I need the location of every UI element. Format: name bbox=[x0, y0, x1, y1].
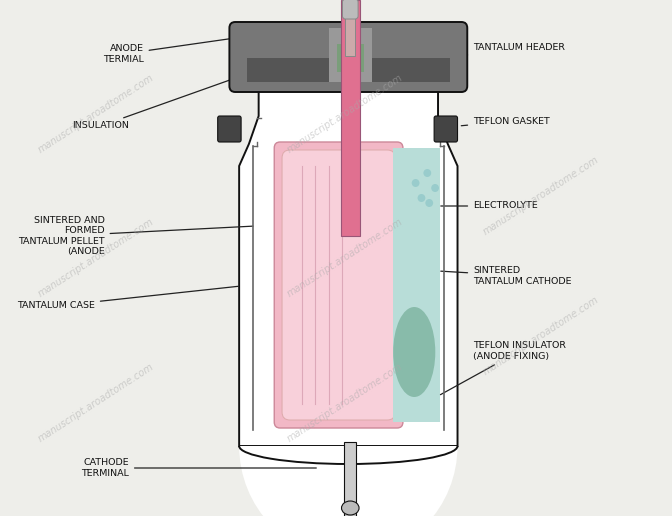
Text: manuscript.aroadtome.com: manuscript.aroadtome.com bbox=[36, 361, 155, 444]
Bar bbox=[241, 40, 456, 60]
Text: TANTALUM HEADER: TANTALUM HEADER bbox=[462, 43, 565, 56]
Text: SINTERED
TANTALUM CATHODE: SINTERED TANTALUM CATHODE bbox=[441, 266, 572, 286]
Wedge shape bbox=[239, 446, 458, 516]
FancyBboxPatch shape bbox=[282, 150, 395, 420]
Polygon shape bbox=[239, 56, 458, 446]
Text: manuscript.aroadtome.com: manuscript.aroadtome.com bbox=[285, 217, 404, 299]
Text: TANTALUM CASE: TANTALUM CASE bbox=[17, 286, 239, 311]
Bar bbox=[393, 148, 440, 422]
Text: TEFLON INSULATOR
(ANODE FIXING): TEFLON INSULATOR (ANODE FIXING) bbox=[440, 341, 566, 395]
FancyBboxPatch shape bbox=[343, 0, 358, 19]
FancyBboxPatch shape bbox=[274, 142, 403, 428]
Text: ELECTROLYTE: ELECTROLYTE bbox=[441, 202, 538, 211]
Ellipse shape bbox=[423, 169, 431, 177]
Text: manuscript.aroadtome.com: manuscript.aroadtome.com bbox=[36, 72, 155, 155]
Bar bbox=[345, 442, 356, 516]
Bar bbox=[341, 0, 360, 236]
FancyBboxPatch shape bbox=[229, 22, 467, 92]
FancyBboxPatch shape bbox=[218, 116, 241, 142]
Text: ANODE
TERMIAL: ANODE TERMIAL bbox=[103, 26, 317, 63]
Text: CATHODE
TERMINAL: CATHODE TERMINAL bbox=[81, 458, 317, 478]
Ellipse shape bbox=[417, 194, 425, 202]
Bar bbox=[345, 0, 355, 56]
Text: manuscript.aroadtome.com: manuscript.aroadtome.com bbox=[285, 361, 404, 444]
Text: TEFLON GASKET: TEFLON GASKET bbox=[461, 117, 550, 126]
Ellipse shape bbox=[341, 501, 359, 515]
Ellipse shape bbox=[425, 199, 433, 207]
Text: manuscript.aroadtome.com: manuscript.aroadtome.com bbox=[481, 155, 601, 237]
Text: manuscript.aroadtome.com: manuscript.aroadtome.com bbox=[481, 294, 601, 377]
Text: manuscript.aroadtome.com: manuscript.aroadtome.com bbox=[36, 217, 155, 299]
Text: INSULATION: INSULATION bbox=[72, 77, 239, 131]
Ellipse shape bbox=[393, 307, 435, 397]
Bar bbox=[337, 44, 364, 72]
Ellipse shape bbox=[431, 184, 439, 192]
Text: manuscript.aroadtome.com: manuscript.aroadtome.com bbox=[285, 72, 404, 155]
Ellipse shape bbox=[412, 179, 419, 187]
Bar bbox=[247, 58, 450, 82]
Bar bbox=[329, 28, 372, 82]
FancyBboxPatch shape bbox=[434, 116, 458, 142]
Text: SINTERED AND
FORMED
TANTALUM PELLET
(ANODE: SINTERED AND FORMED TANTALUM PELLET (ANO… bbox=[18, 216, 253, 256]
